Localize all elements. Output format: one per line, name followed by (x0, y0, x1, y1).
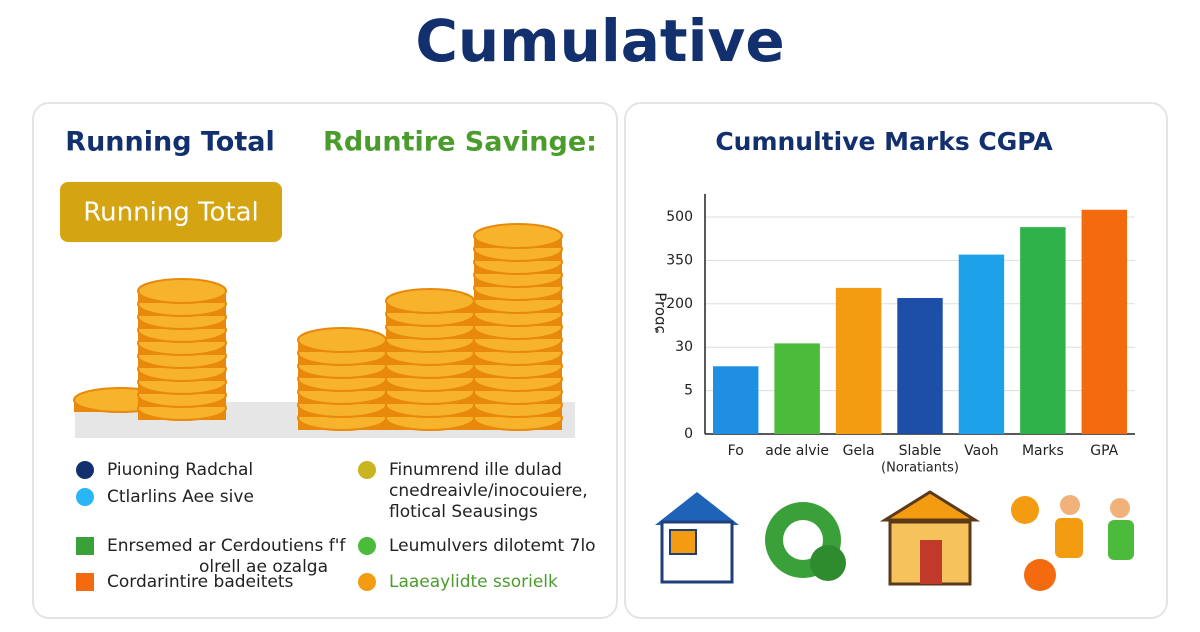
gear (1024, 559, 1056, 591)
heading: Running Total (65, 127, 274, 158)
person (1055, 518, 1083, 558)
y-tick-label: 350 (666, 252, 693, 268)
bar (774, 343, 820, 434)
legend-marker (358, 461, 376, 479)
icons (655, 490, 1134, 591)
y-axis-label: Proɑɕ (652, 292, 670, 334)
legend-text: Cordarintire badeitets (107, 572, 293, 592)
coin (385, 288, 475, 314)
legend-marker (76, 461, 94, 479)
legend-text: Piuoning Radchal (107, 460, 253, 480)
person-head (1060, 495, 1080, 515)
bar (1081, 209, 1128, 434)
legend-text: flotical Seausings (389, 502, 538, 522)
legend-text: Laaeaylidte ssorielk (389, 572, 558, 592)
legend-marker (358, 537, 376, 555)
x-tick-label: Vaoh (964, 443, 999, 459)
chart-title: Cumnultive Marks CGPA (715, 127, 1053, 156)
bar-chart: Cumnultive Marks CGPA Proɑɕ 0 5 30 200 350 500 F… (652, 127, 1135, 476)
badge (60, 182, 282, 242)
house-roof (655, 492, 739, 525)
heading: Rduntire Savinge: (323, 127, 597, 158)
x-tick-label: Fo (728, 443, 744, 459)
coins (73, 223, 563, 431)
legend-text: cnedreaivle/inocouiere, (389, 481, 588, 501)
y-tick-label: 200 (666, 296, 693, 312)
bar (712, 366, 759, 434)
y-tick-label: 5 (684, 383, 693, 399)
legend-marker (76, 488, 94, 506)
legend-text: Enrsemed ar Cerdoutiens f'f (107, 536, 346, 556)
bar (897, 298, 943, 434)
y-tick-label: 30 (675, 339, 693, 355)
legend-text: olrell ae ozalga (199, 557, 328, 577)
legend: Piuoning Radchal Ctlarlins Aee sive Enrsem… (76, 460, 596, 592)
bar (1020, 227, 1066, 434)
legend-marker (76, 537, 94, 555)
x-axis-label: (Noratiants) (881, 461, 959, 476)
x-tick-label: Slable (899, 443, 942, 459)
legend-text: Leumulvers dilotemt 7lo (389, 536, 596, 556)
person-head (1110, 498, 1130, 518)
legend-text: Ctlarlins Aee sive (107, 487, 254, 507)
x-tick-label: GPA (1090, 443, 1118, 459)
main-title: Cumulative (415, 7, 784, 75)
person (1108, 520, 1134, 560)
bar (835, 287, 882, 434)
x-tick-label: Marks (1022, 443, 1064, 459)
x-tick-label: Gela (843, 443, 875, 459)
y-tick-label: 0 (684, 426, 693, 442)
legend-marker (76, 573, 94, 591)
coin (137, 278, 227, 304)
y-tick-label: 500 (666, 209, 693, 225)
gear-hole (783, 520, 823, 560)
badge-text: Running Total (83, 198, 259, 228)
bank-roof (879, 490, 981, 522)
legend-text: Finumrend ille dulad (389, 460, 562, 480)
x-tick-label: ade alvie (765, 443, 829, 459)
legend-marker (358, 573, 376, 591)
coin (297, 327, 387, 353)
gear (810, 545, 846, 581)
door (920, 540, 942, 584)
gear (1011, 496, 1039, 524)
bar (958, 254, 1005, 434)
window (669, 529, 697, 555)
coin (473, 223, 563, 249)
